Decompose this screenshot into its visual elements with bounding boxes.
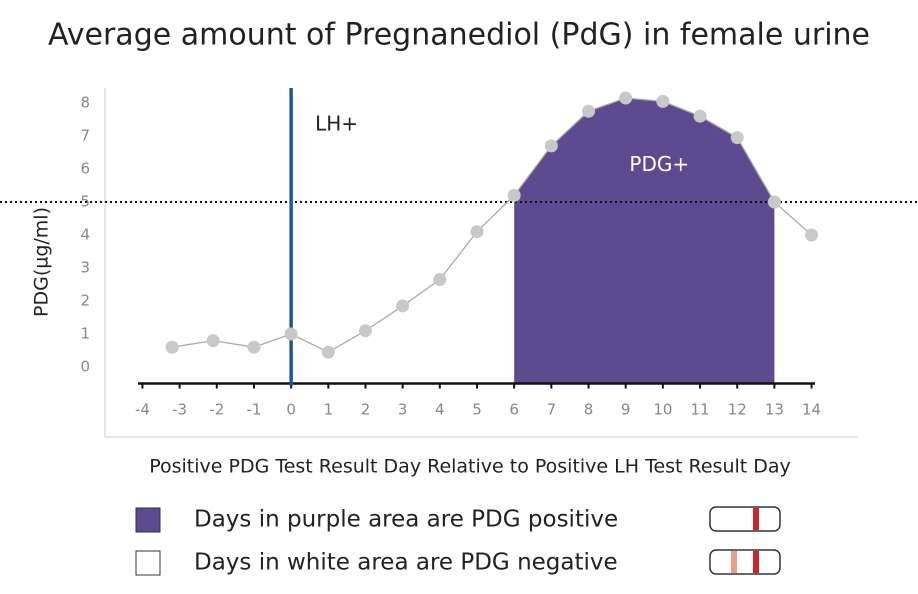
- x-tick-label: 14: [802, 401, 821, 419]
- x-tick-label: 8: [584, 401, 594, 419]
- area-label: PDG+: [629, 152, 689, 176]
- data-point: [284, 327, 298, 341]
- y-tick-label: 0: [80, 358, 90, 376]
- data-point: [433, 273, 447, 287]
- y-tick-label: 1: [80, 325, 90, 343]
- data-point: [767, 195, 781, 209]
- data-point: [693, 109, 707, 123]
- y-tick-label: 2: [80, 292, 90, 310]
- x-tick-label: 4: [435, 401, 445, 419]
- x-tick-label: 5: [472, 401, 482, 419]
- x-tick-label: 13: [765, 401, 784, 419]
- lh-label: LH+: [315, 112, 358, 136]
- x-tick-label: -4: [135, 401, 150, 419]
- legend-label: Days in white area are PDG negative: [194, 550, 618, 576]
- data-point: [544, 139, 558, 153]
- x-tick-label: -2: [209, 401, 224, 419]
- x-tick-label: 2: [361, 401, 371, 419]
- x-tick-label: 3: [398, 401, 408, 419]
- chart-title: Average amount of Pregnanediol (PdG) in …: [48, 18, 870, 53]
- data-point: [730, 131, 744, 145]
- x-tick-label: 0: [286, 401, 296, 419]
- data-point: [206, 334, 220, 348]
- legend-swatch: [135, 507, 161, 533]
- data-point: [582, 104, 596, 118]
- pdg-positive-area: [514, 98, 775, 384]
- x-tick-label: 9: [621, 401, 631, 419]
- data-point: [507, 188, 521, 202]
- y-tick-label: 4: [80, 226, 90, 244]
- y-tick-label: 3: [80, 259, 90, 277]
- x-axis-label: Positive PDG Test Result Day Relative to…: [149, 456, 791, 478]
- data-point: [396, 299, 410, 313]
- x-tick-label: 12: [728, 401, 747, 419]
- data-point: [358, 324, 372, 338]
- x-tick-label: 6: [509, 401, 519, 419]
- legend-label: Days in purple area are PDG positive: [194, 507, 618, 533]
- y-tick-label: 6: [80, 160, 90, 178]
- data-point: [805, 228, 819, 242]
- data-point: [165, 340, 179, 354]
- legend-swatch: [135, 550, 161, 576]
- x-tick-label: 10: [653, 401, 672, 419]
- data-point: [247, 340, 261, 354]
- x-tick-label: 1: [324, 401, 334, 419]
- data-point: [656, 94, 670, 108]
- strip-positive: [709, 506, 781, 532]
- data-point: [470, 225, 484, 239]
- x-tick-label: -3: [172, 401, 187, 419]
- data-point: [321, 345, 335, 359]
- data-point: [619, 91, 633, 105]
- y-axis-label: PDG(µg/ml): [31, 207, 53, 317]
- data-line: [172, 97, 812, 353]
- y-tick-label: 7: [80, 127, 90, 145]
- x-tick-label: 7: [547, 401, 557, 419]
- x-tick-label: -1: [246, 401, 261, 419]
- x-tick-label: 11: [690, 401, 709, 419]
- y-tick-label: 8: [80, 94, 90, 112]
- strip-negative: [709, 549, 781, 575]
